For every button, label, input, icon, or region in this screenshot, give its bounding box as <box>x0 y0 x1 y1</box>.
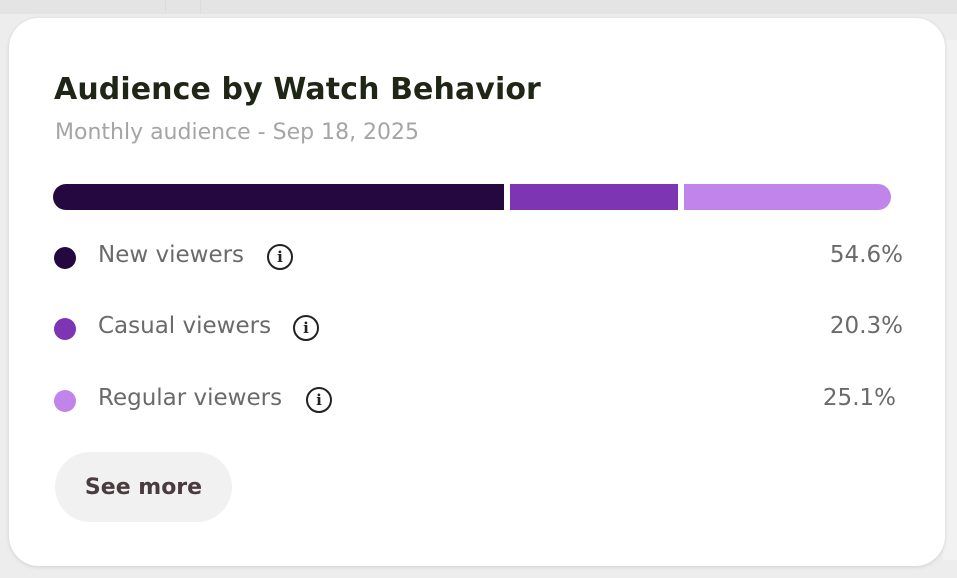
background-divider <box>165 0 166 14</box>
card-title: Audience by Watch Behavior <box>54 72 541 107</box>
audience-card: Audience by Watch Behavior Monthly audie… <box>9 18 945 566</box>
legend-value: 25.1% <box>822 385 896 411</box>
see-more-button[interactable]: See more <box>55 452 232 522</box>
info-icon[interactable]: i <box>267 244 293 270</box>
bar-segment-regular-viewers <box>683 184 891 210</box>
background-header-strip <box>0 0 957 14</box>
bar-segment-new-viewers <box>53 184 504 210</box>
info-icon[interactable]: i <box>306 387 332 413</box>
info-icon[interactable]: i <box>293 315 319 341</box>
card-subtitle: Monthly audience - Sep 18, 2025 <box>55 120 420 145</box>
legend-row-regular-viewers: Regular viewers i 25.1% <box>53 381 903 421</box>
legend-label: New viewers <box>98 242 245 268</box>
legend-value: 20.3% <box>829 313 903 339</box>
legend-row-casual-viewers: Casual viewers i 20.3% <box>53 309 903 349</box>
legend-label: Regular viewers <box>98 385 283 411</box>
background-side-panel <box>943 40 957 560</box>
bar-segment-casual-viewers <box>509 184 678 210</box>
legend-label: Casual viewers <box>98 313 272 339</box>
legend-row-new-viewers: New viewers i 54.6% <box>53 238 903 278</box>
stacked-percentage-bar <box>53 184 891 210</box>
legend-dot <box>54 318 76 340</box>
legend-value: 54.6% <box>829 242 903 268</box>
legend-dot <box>54 390 76 412</box>
background-divider <box>200 0 201 14</box>
legend-dot <box>54 247 76 269</box>
